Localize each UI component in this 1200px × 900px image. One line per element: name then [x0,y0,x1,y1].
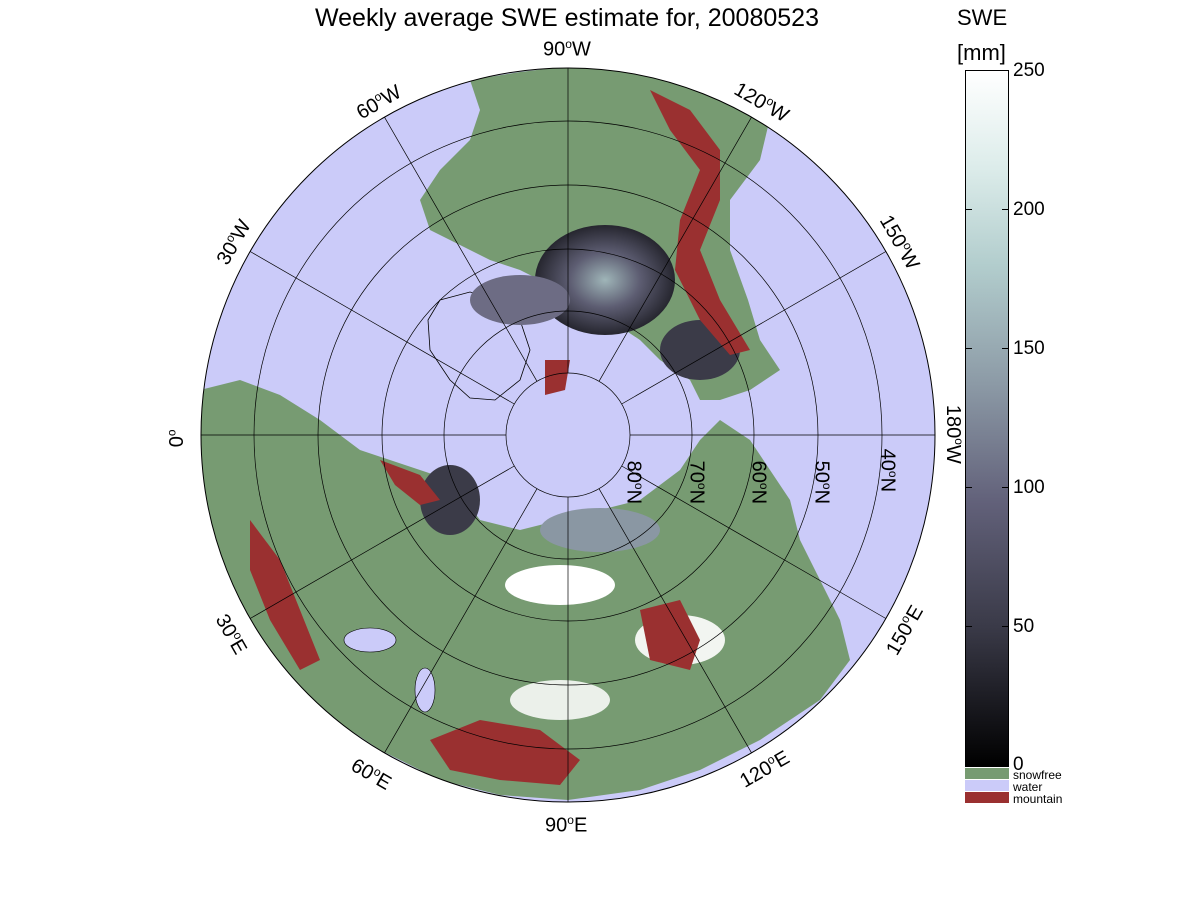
swatch-snowfree [965,768,1009,779]
lon-label-90e: 90oE [545,813,588,837]
colorbar-unit: [mm] [957,40,1006,65]
meridian-line [598,488,752,754]
meridian-line [621,251,887,405]
map-boundary [200,67,936,803]
label-mountain: mountain [1013,792,1063,806]
meridian-line [384,116,538,382]
snow-siberia-central [505,565,615,605]
lon-label-180w: 180oW [942,404,966,464]
tickmark [1002,626,1009,627]
mountain-himalaya [430,720,580,785]
tickmark [965,626,972,627]
snow-scandinavia [420,465,480,535]
tickmark [965,209,972,210]
mountain-greenland-east [545,360,570,395]
snow-baffin [470,275,570,325]
mountain-europe [250,520,320,670]
map-title: Weekly average SWE estimate for, 2008052… [315,4,819,32]
mountain-scandinavia [380,460,440,505]
lon-label-90w: 90oW [543,37,591,61]
label-snowfree: snowfree [1013,768,1062,782]
mountain-east-asia [640,600,700,670]
colorbar-tick-200: 200 [1013,199,1045,220]
meridian-line [249,465,515,619]
meridian-line [598,116,752,382]
tickmark [965,348,972,349]
lat-label-60n: 60oN [747,460,772,505]
snow-siberia-north [540,508,660,552]
colorbar-tick-0: 0 [1013,754,1024,775]
meridian-line [384,488,538,754]
snow-patch-south [510,680,610,720]
tickmark [965,487,972,488]
label-water: water [1013,780,1043,794]
lat-label-80n: 80oN [622,460,647,505]
meridian-line [249,251,515,405]
colorbar-tick-50: 50 [1013,616,1035,637]
tickmark [1002,348,1009,349]
caspian-sea [414,667,436,713]
colorbar-tick-250: 250 [1013,60,1045,81]
tickmark [1002,487,1009,488]
colorbar-title: SWE [957,5,1008,30]
black-sea [343,627,397,653]
tickmark [1002,209,1009,210]
meridians [201,68,935,802]
colorbar-gradient [965,70,1009,767]
snow-canada-archipelago [535,225,675,335]
lat-label-70n: 70oN [685,460,710,505]
colorbar-tick-150: 150 [1013,338,1045,359]
lon-label-0: 0o [164,429,189,448]
lat-label-50n: 50oN [810,460,835,505]
colorbar-tick-100: 100 [1013,477,1045,498]
meridian-line [621,465,887,619]
swatch-water [965,780,1009,791]
swatch-mountain [965,792,1009,803]
lat-label-40n: 40oN [876,448,901,493]
